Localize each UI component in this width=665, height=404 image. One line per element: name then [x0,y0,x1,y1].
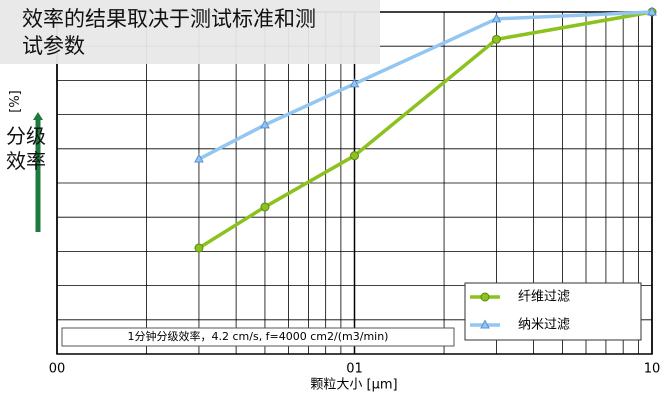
annotation-box [61,327,455,347]
chart-title: 效率的结果取决于测试标准和测试参数 [22,7,316,58]
legend-label: 纤维过滤 [518,290,570,305]
point [491,13,502,23]
legend-label: 纳米过滤 [518,318,570,333]
point [647,6,657,16]
y-axis-title: 分级效率 [6,124,46,173]
point [260,202,270,212]
arrow-shaft [35,120,41,232]
x-axis-label: 颗粒大小 [µm] [310,378,397,393]
x-tick-label: 10 [644,362,661,377]
title-box: 效率的结果取决于测试标准和测试参数 [0,0,380,64]
point [194,153,204,163]
y-axis-unit: [%] [7,90,23,113]
point [194,243,204,253]
arrow-head [33,112,43,120]
x-tick-label: 01 [346,362,363,377]
legend-box [464,282,642,341]
point [349,78,360,88]
legend-marker [480,319,490,329]
annotation: 1分钟分级效率，4.2 cm/s, f=4000 cm2/(m3/min) [128,329,389,343]
point [260,119,270,129]
x-tick-label: 00 [49,362,66,377]
point [350,151,359,161]
legend-marker [480,292,490,302]
point [491,34,501,44]
